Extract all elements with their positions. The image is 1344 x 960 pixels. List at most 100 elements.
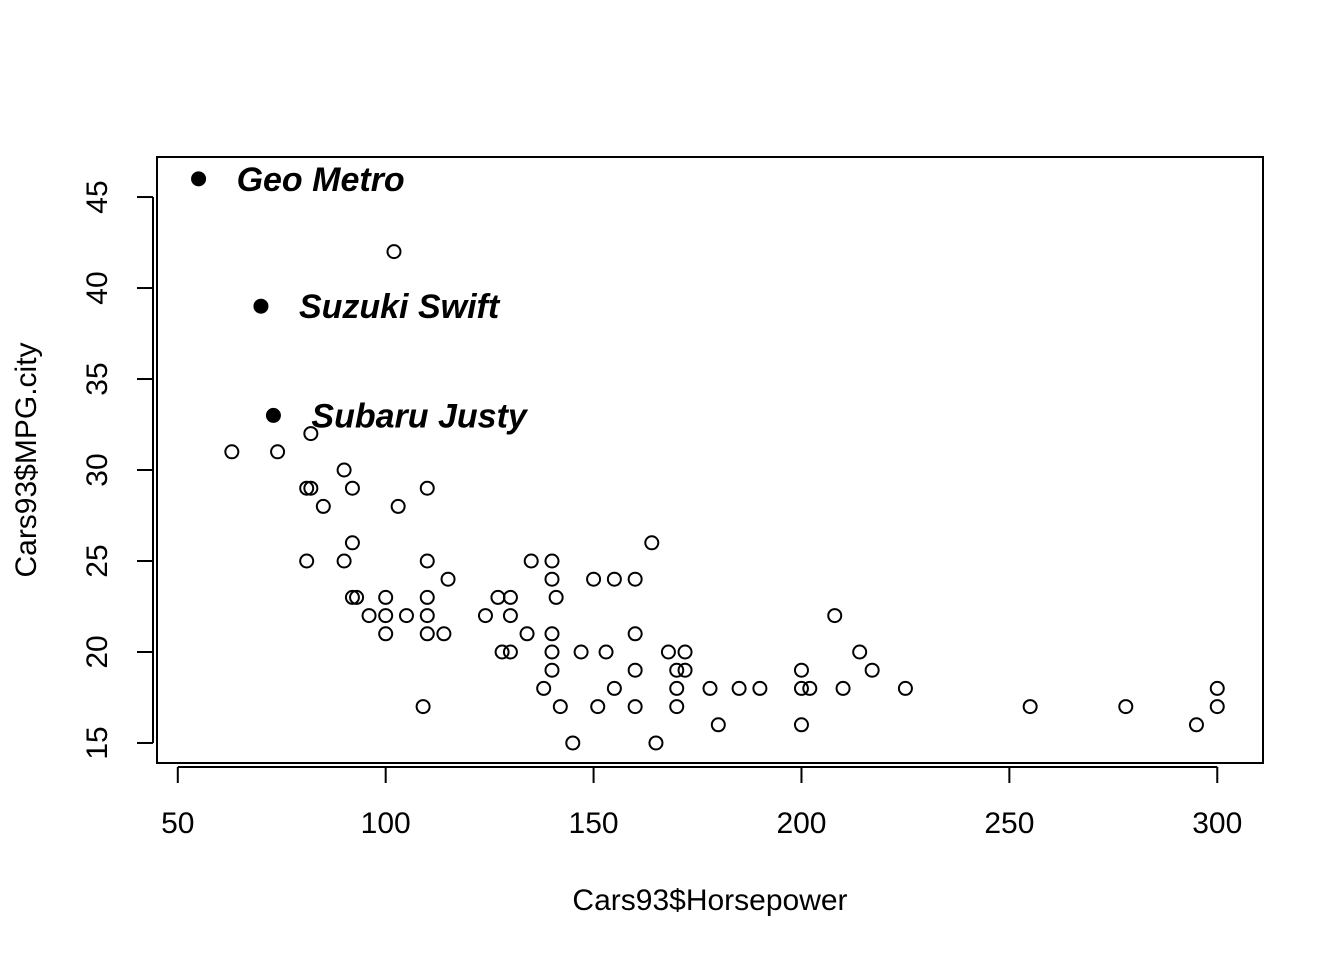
- data-point: [544, 662, 560, 678]
- data-point: [378, 589, 394, 605]
- data-point: [415, 699, 431, 715]
- data-point: [390, 498, 406, 514]
- data-point: [669, 680, 685, 696]
- data-point: [299, 553, 315, 569]
- data-point: [270, 444, 286, 460]
- y-axis-title: Cars93$MPG.city: [10, 342, 43, 577]
- x-axis-title: Cars93$Horsepower: [572, 884, 847, 917]
- data-point: [710, 717, 726, 733]
- data-point: [361, 608, 377, 624]
- x-tick-label: 50: [161, 807, 194, 840]
- data-point: [299, 480, 315, 496]
- y-tick-label: 15: [81, 726, 114, 759]
- data-point: [315, 498, 331, 514]
- y-tick-label: 20: [81, 635, 114, 668]
- data-point: [544, 626, 560, 642]
- data-point: [440, 571, 456, 587]
- y-axis: 15 20 25 30 35 40 45: [81, 180, 154, 760]
- data-point: [731, 680, 747, 696]
- data-point: [1188, 717, 1204, 733]
- data-point: [897, 680, 913, 696]
- data-point: [502, 589, 518, 605]
- data-point: [378, 626, 394, 642]
- data-point: [835, 680, 851, 696]
- data-point: [573, 644, 589, 660]
- data-point: [627, 699, 643, 715]
- y-tick-label: 45: [81, 180, 114, 213]
- data-points: [224, 244, 1225, 751]
- data-point: [586, 571, 602, 587]
- data-point: [523, 553, 539, 569]
- y-tick-label: 25: [81, 544, 114, 577]
- data-point: [702, 680, 718, 696]
- data-point: [648, 735, 664, 751]
- data-point: [419, 626, 435, 642]
- x-tick-label: 150: [569, 807, 619, 840]
- x-tick-label: 300: [1192, 807, 1242, 840]
- data-point: [1118, 699, 1134, 715]
- data-point: [303, 426, 319, 442]
- data-point: [793, 680, 809, 696]
- point-annotation: Geo Metro: [237, 161, 405, 199]
- data-point: [336, 462, 352, 478]
- data-point: [398, 608, 414, 624]
- data-point: [490, 589, 506, 605]
- data-point: [502, 608, 518, 624]
- y-tick-label: 40: [81, 271, 114, 304]
- data-point: [419, 589, 435, 605]
- highlighted-point: [265, 407, 281, 423]
- data-point: [627, 662, 643, 678]
- data-point: [669, 699, 685, 715]
- y-tick-label: 30: [81, 453, 114, 486]
- x-tick-label: 250: [984, 807, 1034, 840]
- data-point: [519, 626, 535, 642]
- data-point: [606, 680, 622, 696]
- data-point: [793, 662, 809, 678]
- data-point: [419, 480, 435, 496]
- data-point: [565, 735, 581, 751]
- data-point: [598, 644, 614, 660]
- data-point: [344, 480, 360, 496]
- data-point: [224, 444, 240, 460]
- data-point: [827, 608, 843, 624]
- data-point: [677, 644, 693, 660]
- data-point: [349, 589, 365, 605]
- data-point: [606, 571, 622, 587]
- data-point: [590, 699, 606, 715]
- x-tick-label: 100: [361, 807, 411, 840]
- x-tick-label: 200: [776, 807, 826, 840]
- data-point: [344, 589, 360, 605]
- data-point: [793, 717, 809, 733]
- data-point: [419, 553, 435, 569]
- data-point: [752, 680, 768, 696]
- highlighted-points: Geo Metro Suzuki Swift Subaru Justy: [191, 161, 529, 435]
- data-point: [864, 662, 880, 678]
- data-point: [1022, 699, 1038, 715]
- data-point: [677, 662, 693, 678]
- data-point: [1209, 680, 1225, 696]
- data-point: [627, 626, 643, 642]
- data-point: [436, 626, 452, 642]
- data-point: [494, 644, 510, 660]
- data-point: [303, 480, 319, 496]
- data-point: [548, 589, 564, 605]
- data-point: [336, 553, 352, 569]
- data-point: [344, 535, 360, 551]
- y-tick-label: 35: [81, 362, 114, 395]
- data-point: [378, 608, 394, 624]
- data-point: [669, 662, 685, 678]
- data-point: [544, 571, 560, 587]
- data-point: [1209, 699, 1225, 715]
- data-point: [552, 699, 568, 715]
- data-point: [644, 535, 660, 551]
- data-point: [852, 644, 868, 660]
- data-point: [536, 680, 552, 696]
- plot-frame: [156, 156, 1264, 764]
- point-annotation: Suzuki Swift: [299, 288, 501, 326]
- data-point: [386, 244, 402, 260]
- data-point: [477, 608, 493, 624]
- point-annotation: Subaru Justy: [311, 397, 528, 435]
- x-axis: 50 100 150 200 250 300: [161, 766, 1242, 840]
- data-point: [660, 644, 676, 660]
